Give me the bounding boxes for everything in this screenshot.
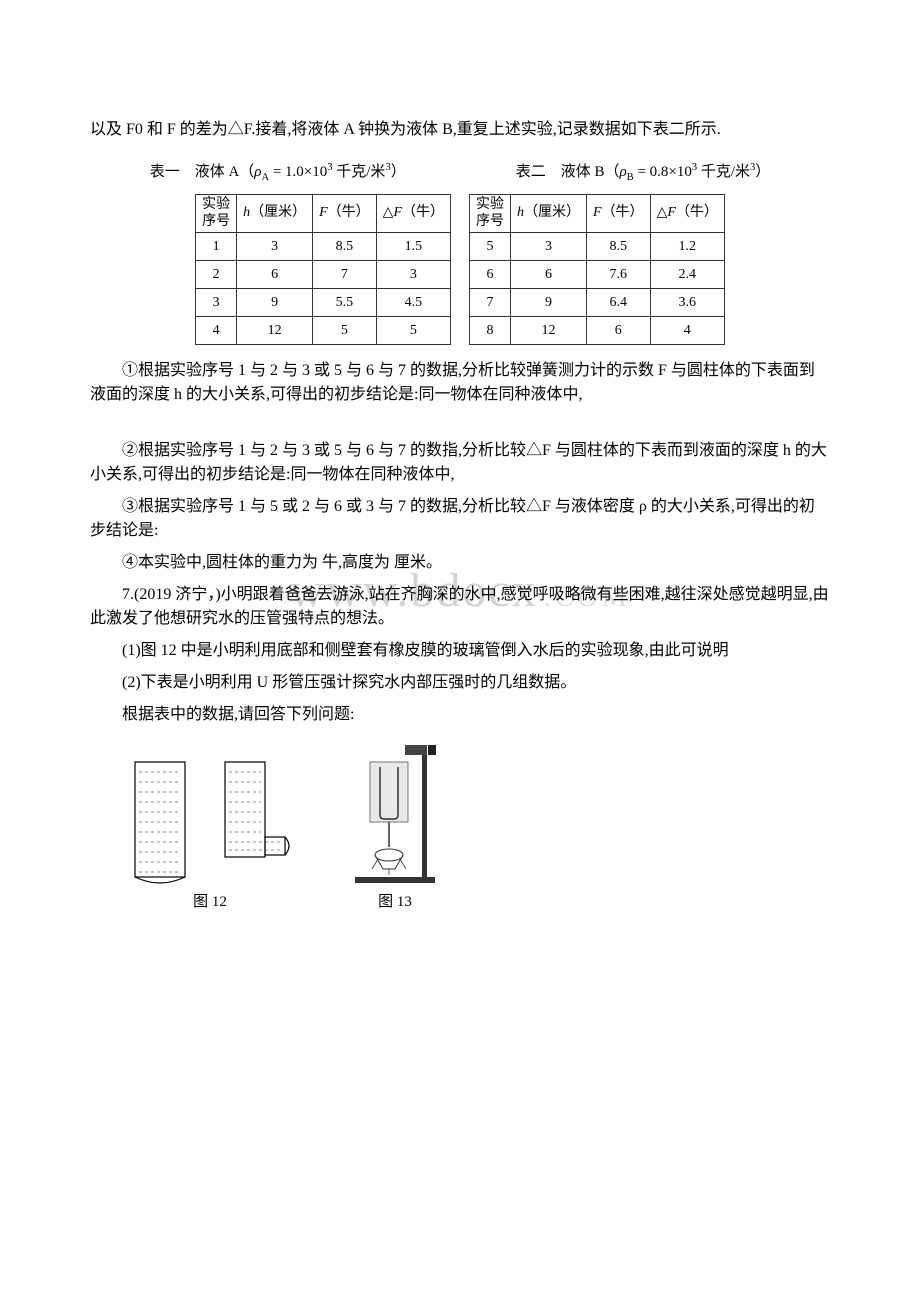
cell: 4 (650, 317, 724, 345)
table-row: 实验序号 h（厘米） F（牛） △F（牛） (196, 194, 451, 233)
question-7-2: (2)下表是小明利用 U 形管压强计探究水内部压强时的几组数据。 (90, 671, 830, 695)
cell: 4.5 (376, 289, 450, 317)
cell: 3 (376, 261, 450, 289)
table-row: 5 3 8.5 1.2 (470, 233, 725, 261)
cell: 2 (196, 261, 237, 289)
cell: 7 (313, 261, 377, 289)
cell: 9 (237, 289, 313, 317)
cell: 1.5 (376, 233, 450, 261)
cell: 6.4 (587, 289, 651, 317)
cell: 6 (237, 261, 313, 289)
page: 以及 F0 和 F 的差为△F.接着,将液体 A 钟换为液体 B,重复上述实验,… (0, 0, 920, 974)
table-b-caption: 表二 液体 B（ρB = 0.8×103 千克/米3） (516, 160, 771, 186)
intro-paragraph: 以及 F0 和 F 的差为△F.接着,将液体 A 钟换为液体 B,重复上述实验,… (90, 118, 830, 142)
table-captions: 表一 液体 A（ρA = 1.0×103 千克/米3） 表二 液体 B（ρB =… (90, 160, 830, 186)
table-b: 实验序号 h（厘米） F（牛） △F（牛） 5 3 8.5 1.2 6 6 7.… (469, 194, 725, 346)
cell: 6 (470, 261, 511, 289)
figure-12-svg (130, 757, 290, 887)
table-row: 7 9 6.4 3.6 (470, 289, 725, 317)
table-row: 实验序号 h（厘米） F（牛） △F（牛） (470, 194, 725, 233)
figure-13-svg (350, 737, 440, 887)
cell: 3.6 (650, 289, 724, 317)
figures-row: 图 12 (130, 737, 830, 914)
col-header: 实验序号 (470, 194, 511, 233)
table-a: 实验序号 h（厘米） F（牛） △F（牛） 1 3 8.5 1.5 2 6 7 … (195, 194, 451, 346)
cell: 5 (313, 317, 377, 345)
col-header: △F（牛） (376, 194, 450, 233)
question-3: ③根据实验序号 1 与 5 或 2 与 6 或 3 与 7 的数据,分析比较△F… (90, 495, 830, 543)
cell: 8.5 (587, 233, 651, 261)
col-header: 实验序号 (196, 194, 237, 233)
cell: 3 (237, 233, 313, 261)
cell: 6 (587, 317, 651, 345)
cell: 8 (470, 317, 511, 345)
col-header: F（牛） (587, 194, 651, 233)
cell: 5 (376, 317, 450, 345)
watermark-region: www.bdocx.COM ④本实验中,圆柱体的重力为 牛,高度为 厘米。 7.… (90, 551, 830, 631)
question-7-3: 根据表中的数据,请回答下列问题: (90, 703, 830, 727)
cell: 9 (511, 289, 587, 317)
question-7-intro: 7.(2019 济宁，)小明跟着爸爸去游泳,站在齐胸深的水中,感觉呼吸略微有些困… (90, 583, 830, 631)
cell: 7 (470, 289, 511, 317)
cell: 12 (237, 317, 313, 345)
question-2: ②根据实验序号 1 与 2 与 3 或 5 与 6 与 7 的数指,分析比较△F… (90, 439, 830, 487)
cell: 6 (511, 261, 587, 289)
question-1: ①根据实验序号 1 与 2 与 3 或 5 与 6 与 7 的数据,分析比较弹簧… (90, 359, 830, 407)
question-4: ④本实验中,圆柱体的重力为 牛,高度为 厘米。 (90, 551, 830, 575)
table-row: 1 3 8.5 1.5 (196, 233, 451, 261)
col-header: △F（牛） (650, 194, 724, 233)
cell: 7.6 (587, 261, 651, 289)
table-row: 8 12 6 4 (470, 317, 725, 345)
col-header: F（牛） (313, 194, 377, 233)
tables-section: 表一 液体 A（ρA = 1.0×103 千克/米3） 表二 液体 B（ρB =… (90, 160, 830, 345)
figure-13: 图 13 (350, 737, 440, 914)
tables-row: 实验序号 h（厘米） F（牛） △F（牛） 1 3 8.5 1.5 2 6 7 … (90, 194, 830, 346)
question-7-1: (1)图 12 中是小明利用底部和侧壁套有橡皮膜的玻璃管倒入水后的实验现象,由此… (90, 639, 830, 663)
cell: 8.5 (313, 233, 377, 261)
col-header: h（厘米） (511, 194, 587, 233)
cell: 3 (196, 289, 237, 317)
table-row: 3 9 5.5 4.5 (196, 289, 451, 317)
table-row: 4 12 5 5 (196, 317, 451, 345)
cell: 1 (196, 233, 237, 261)
cell: 5.5 (313, 289, 377, 317)
cell: 12 (511, 317, 587, 345)
table-row: 6 6 7.6 2.4 (470, 261, 725, 289)
table-row: 2 6 7 3 (196, 261, 451, 289)
figure-12-caption: 图 12 (130, 891, 290, 914)
col-header: h（厘米） (237, 194, 313, 233)
cell: 2.4 (650, 261, 724, 289)
figure-12: 图 12 (130, 757, 290, 914)
figure-13-caption: 图 13 (350, 891, 440, 914)
table-a-caption: 表一 液体 A（ρA = 1.0×103 千克/米3） (150, 160, 406, 186)
cell: 4 (196, 317, 237, 345)
cell: 1.2 (650, 233, 724, 261)
cell: 5 (470, 233, 511, 261)
cell: 3 (511, 233, 587, 261)
